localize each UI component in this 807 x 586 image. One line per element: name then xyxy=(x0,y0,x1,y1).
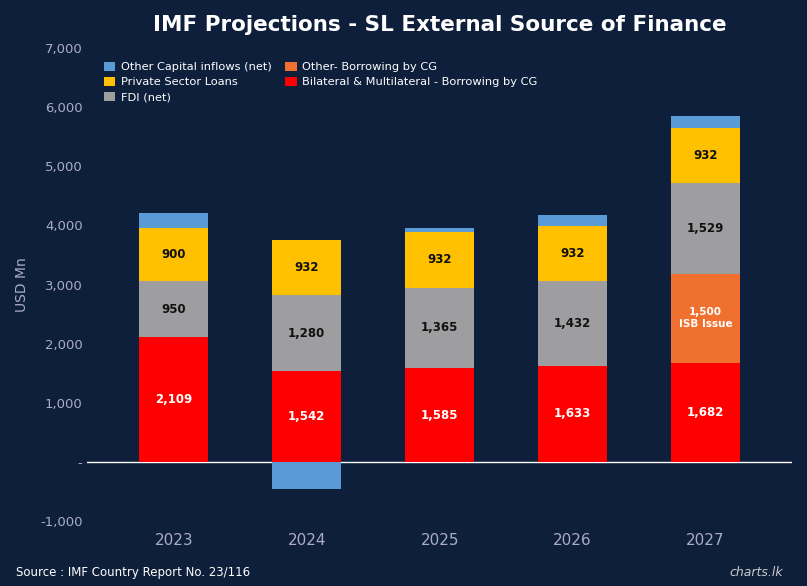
Text: 2,109: 2,109 xyxy=(155,393,193,406)
Bar xyxy=(538,214,607,226)
Legend: Other Capital inflows (net), Private Sector Loans, FDI (net), Other- Borrowing b: Other Capital inflows (net), Private Sec… xyxy=(100,58,541,105)
Text: 1,280: 1,280 xyxy=(288,326,325,339)
Bar xyxy=(405,288,475,369)
Bar xyxy=(671,183,740,274)
Bar xyxy=(140,338,208,462)
Bar xyxy=(538,226,607,281)
Bar xyxy=(405,228,475,232)
Text: charts.lk: charts.lk xyxy=(730,566,783,579)
Bar xyxy=(671,274,740,363)
Bar xyxy=(405,369,475,462)
Text: 1,500
ISB Issue: 1,500 ISB Issue xyxy=(679,308,733,329)
Title: IMF Projections - SL External Source of Finance: IMF Projections - SL External Source of … xyxy=(153,15,726,35)
Bar xyxy=(140,281,208,338)
Bar xyxy=(140,213,208,228)
Text: 1,432: 1,432 xyxy=(554,316,592,329)
Text: 1,682: 1,682 xyxy=(687,406,725,419)
Bar xyxy=(405,232,475,288)
Y-axis label: USD Mn: USD Mn xyxy=(15,257,29,312)
Text: 1,585: 1,585 xyxy=(421,409,458,422)
Text: 932: 932 xyxy=(428,253,452,267)
Text: 932: 932 xyxy=(693,149,718,162)
Bar xyxy=(671,363,740,462)
Text: 950: 950 xyxy=(161,303,186,316)
Bar xyxy=(140,228,208,281)
Text: 1,542: 1,542 xyxy=(288,410,325,423)
Bar xyxy=(272,295,341,371)
Bar xyxy=(272,371,341,462)
Bar xyxy=(272,240,341,295)
Text: 1,633: 1,633 xyxy=(554,407,592,420)
Bar xyxy=(272,462,341,489)
Bar xyxy=(671,128,740,183)
Text: 1,365: 1,365 xyxy=(421,322,458,335)
Text: Source : IMF Country Report No. 23/116: Source : IMF Country Report No. 23/116 xyxy=(16,566,250,579)
Bar xyxy=(671,116,740,128)
Bar xyxy=(538,366,607,462)
Text: 900: 900 xyxy=(161,248,186,261)
Text: 1,529: 1,529 xyxy=(687,222,725,235)
Bar xyxy=(538,281,607,366)
Text: 932: 932 xyxy=(295,261,319,274)
Text: 932: 932 xyxy=(560,247,585,260)
